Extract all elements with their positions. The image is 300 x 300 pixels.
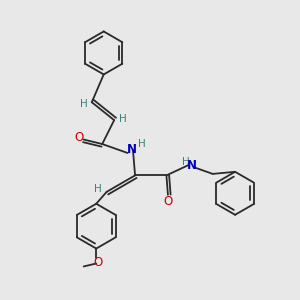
- Text: H: H: [80, 99, 87, 109]
- Text: H: H: [182, 157, 190, 167]
- Text: H: H: [119, 114, 126, 124]
- Text: H: H: [138, 139, 146, 149]
- Text: N: N: [127, 142, 136, 156]
- Text: O: O: [93, 256, 102, 269]
- Text: O: O: [163, 195, 172, 208]
- Text: O: O: [74, 131, 83, 144]
- Text: N: N: [187, 159, 197, 172]
- Text: H: H: [94, 184, 102, 194]
